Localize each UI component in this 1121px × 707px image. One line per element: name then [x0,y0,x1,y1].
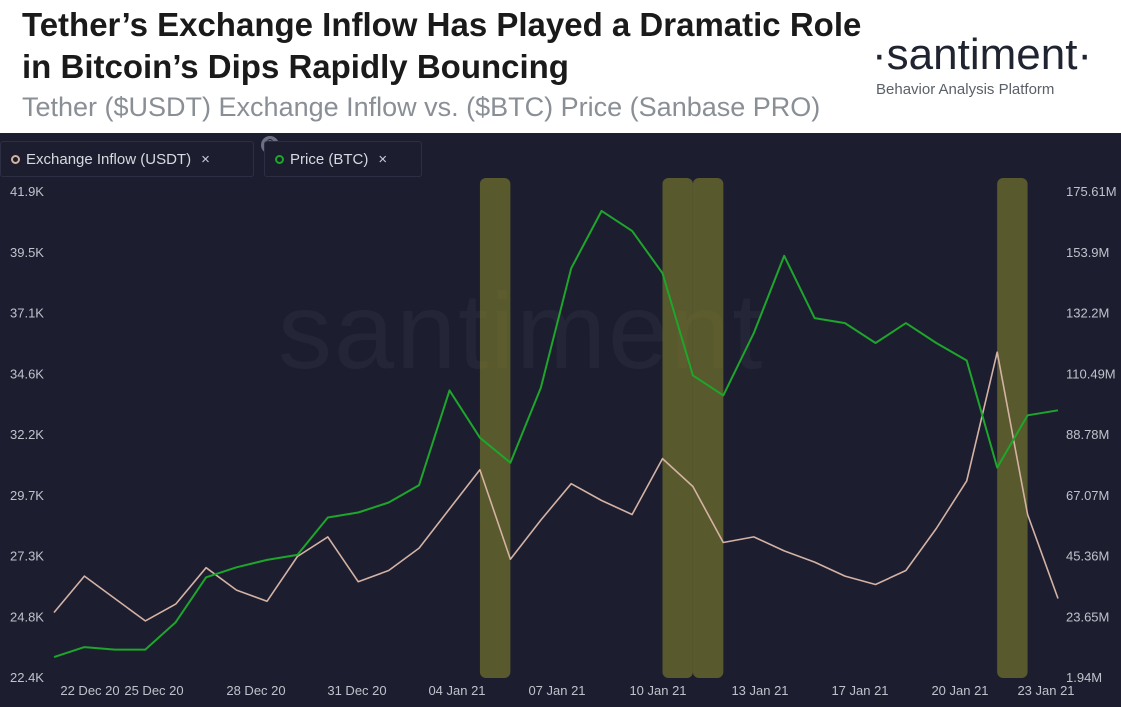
left-tick-label: 37.1K [10,306,44,321]
left-tick-label: 27.3K [10,549,44,564]
series-line-inflow [53,351,1059,622]
chart-subtitle: Tether ($USDT) Exchange Inflow vs. ($BTC… [22,92,821,122]
legend-chip-price[interactable]: Price (BTC) × [264,141,422,177]
remove-price-icon[interactable]: × [378,150,388,168]
legend-label-inflow: Exchange Inflow (USDT) [26,150,192,168]
chart-area: santiment Exchange Inflow (USDT) × Price… [0,133,1121,707]
x-tick-label: 07 Jan 21 [528,683,585,698]
x-tick-label: 17 Jan 21 [831,683,888,698]
right-tick-label: 132.2M [1066,306,1109,321]
highlight-band-2 [692,178,724,678]
left-tick-label: 34.6K [10,366,44,381]
left-tick-label: 39.5K [10,245,44,260]
legend-label-price: Price (BTC) [290,150,369,168]
series-line-price [53,209,1059,659]
right-tick-label: 153.9M [1066,245,1109,260]
inflow-series-icon [11,154,20,164]
right-tick-label: 1.94M [1066,670,1102,685]
x-tick-label: 04 Jan 21 [428,683,485,698]
x-tick-label: 10 Jan 21 [629,683,686,698]
x-tick-label: 23 Jan 21 [1017,683,1074,698]
left-tick-label: 22.4K [10,670,44,685]
brand-tagline: Behavior Analysis Platform [876,81,1055,98]
x-tick-label: 20 Jan 21 [931,683,988,698]
chart-plot: 41.9K 39.5K 37.1K 34.6K 32.2K 29.7K 27.3K 24.8K… [10,178,1117,698]
right-tick-label: 67.07M [1066,488,1109,503]
right-tick-label: 110.49M [1066,366,1116,381]
chart-title: Tether’s Exchange Inflow Has Played a Dr… [22,6,862,85]
header: Tether’s Exchange Inflow Has Played a Dr… [0,0,1121,133]
x-tick-label: 28 Dec 20 [226,683,285,698]
x-tick-label: 31 Dec 20 [327,683,386,698]
legend-chip-inflow[interactable]: Exchange Inflow (USDT) × [0,141,254,177]
remove-inflow-icon[interactable]: × [201,150,210,168]
x-tick-label: 25 Dec 20 [124,683,183,698]
left-tick-label: 24.8K [10,609,44,624]
x-tick-label: 22 Dec 20 [60,683,119,698]
highlight-band-3 [997,178,1028,678]
x-tick-label: 13 Jan 21 [731,683,788,698]
brand-name: ·santiment· [872,30,1093,79]
highlight-band-0 [479,178,511,678]
highlight-band-1 [662,178,693,678]
right-tick-label: 23.65M [1066,609,1109,624]
left-tick-label: 29.7K [10,488,44,503]
right-tick-label: 45.36M [1066,549,1109,564]
price-series-icon [275,154,284,164]
right-tick-label: 88.78M [1066,427,1109,442]
left-tick-label: 41.9K [10,184,44,199]
brand-logo: ·santiment· Behavior Analysis Platform [872,30,1092,100]
left-tick-label: 32.2K [10,427,44,442]
right-tick-label: 175.61M [1066,184,1117,199]
